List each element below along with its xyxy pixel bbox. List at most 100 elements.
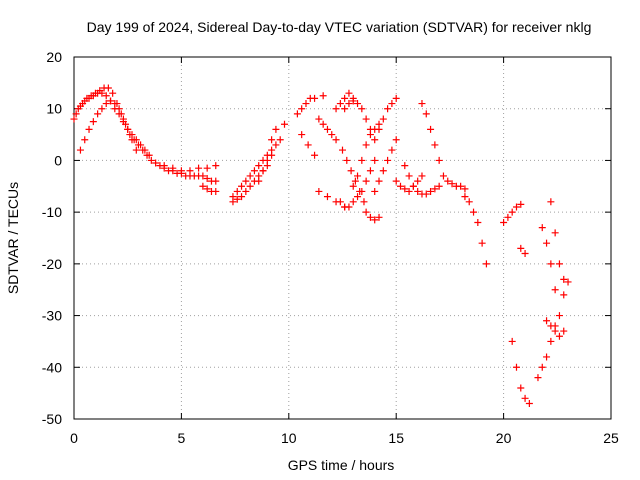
- data-point: [246, 182, 254, 190]
- data-point: [81, 97, 89, 105]
- data-point: [371, 187, 379, 195]
- x-tick-label: 25: [603, 430, 619, 446]
- data-point: [347, 167, 355, 175]
- data-point: [371, 216, 379, 224]
- data-point: [384, 156, 392, 164]
- data-point: [448, 180, 456, 188]
- data-point: [504, 213, 512, 221]
- data-point: [233, 187, 241, 195]
- data-point: [362, 208, 370, 216]
- data-point: [461, 185, 469, 193]
- data-point: [276, 136, 284, 144]
- data-point: [422, 110, 430, 118]
- data-point: [551, 286, 559, 294]
- data-point: [315, 115, 323, 123]
- data-point: [311, 151, 319, 159]
- grid-lines: [74, 57, 611, 419]
- data-point: [427, 125, 435, 133]
- data-point: [508, 337, 516, 345]
- data-point: [375, 177, 383, 185]
- data-point: [362, 115, 370, 123]
- data-point: [560, 327, 568, 335]
- data-point: [199, 182, 207, 190]
- data-point: [124, 125, 132, 133]
- data-point: [512, 363, 520, 371]
- x-tick-label: 15: [388, 430, 404, 446]
- data-point: [319, 92, 327, 100]
- data-point: [203, 185, 211, 193]
- data-point: [345, 89, 353, 97]
- data-point: [366, 131, 374, 139]
- data-point: [392, 94, 400, 102]
- data-point: [547, 198, 555, 206]
- data-point: [268, 146, 276, 154]
- data-point: [111, 100, 119, 108]
- data-point: [102, 100, 110, 108]
- data-point: [160, 162, 168, 170]
- data-point: [229, 198, 237, 206]
- data-point: [76, 146, 84, 154]
- data-point: [366, 213, 374, 221]
- data-point: [560, 275, 568, 283]
- data-point: [435, 156, 443, 164]
- data-point: [293, 110, 301, 118]
- data-point: [543, 353, 551, 361]
- data-point: [474, 218, 482, 226]
- data-point: [547, 337, 555, 345]
- data-point: [375, 125, 383, 133]
- y-tick-label: -30: [42, 308, 62, 324]
- data-point: [145, 151, 153, 159]
- data-point: [418, 172, 426, 180]
- data-point: [152, 159, 160, 167]
- data-point: [534, 374, 542, 382]
- data-point: [323, 193, 331, 201]
- data-point: [85, 94, 93, 102]
- data-point: [379, 167, 387, 175]
- data-point: [98, 89, 106, 97]
- data-point: [538, 224, 546, 232]
- data-point: [242, 187, 250, 195]
- data-point: [354, 100, 362, 108]
- data-point: [242, 177, 250, 185]
- data-point: [319, 120, 327, 128]
- data-point: [115, 105, 123, 113]
- data-point: [203, 175, 211, 183]
- data-point: [76, 102, 84, 110]
- data-point: [107, 97, 115, 105]
- data-point: [250, 167, 258, 175]
- data-point: [405, 187, 413, 195]
- data-point: [147, 156, 155, 164]
- data-point: [199, 172, 207, 180]
- x-tick-label: 5: [178, 430, 186, 446]
- data-point: [418, 100, 426, 108]
- data-point: [560, 291, 568, 299]
- data-point: [500, 218, 508, 226]
- data-point: [332, 105, 340, 113]
- data-point: [255, 177, 263, 185]
- data-point: [371, 156, 379, 164]
- data-point: [233, 195, 241, 203]
- data-point: [336, 198, 344, 206]
- data-point: [362, 141, 370, 149]
- data-point: [332, 136, 340, 144]
- data-point: [238, 193, 246, 201]
- data-point: [551, 327, 559, 335]
- data-point: [478, 239, 486, 247]
- data-point: [336, 100, 344, 108]
- y-tick-label: -20: [42, 256, 62, 272]
- data-point: [203, 164, 211, 172]
- data-point: [341, 94, 349, 102]
- data-point: [392, 136, 400, 144]
- data-point: [263, 156, 271, 164]
- data-point: [431, 185, 439, 193]
- data-point: [128, 136, 136, 144]
- data-point: [345, 100, 353, 108]
- y-tick-label: 10: [46, 101, 62, 117]
- data-point: [102, 92, 110, 100]
- data-point: [85, 125, 93, 133]
- data-point: [141, 146, 149, 154]
- data-point: [356, 187, 364, 195]
- data-point: [349, 97, 357, 105]
- data-point: [81, 136, 89, 144]
- chart-title: Day 199 of 2024, Sidereal Day-to-day VTE…: [87, 19, 592, 35]
